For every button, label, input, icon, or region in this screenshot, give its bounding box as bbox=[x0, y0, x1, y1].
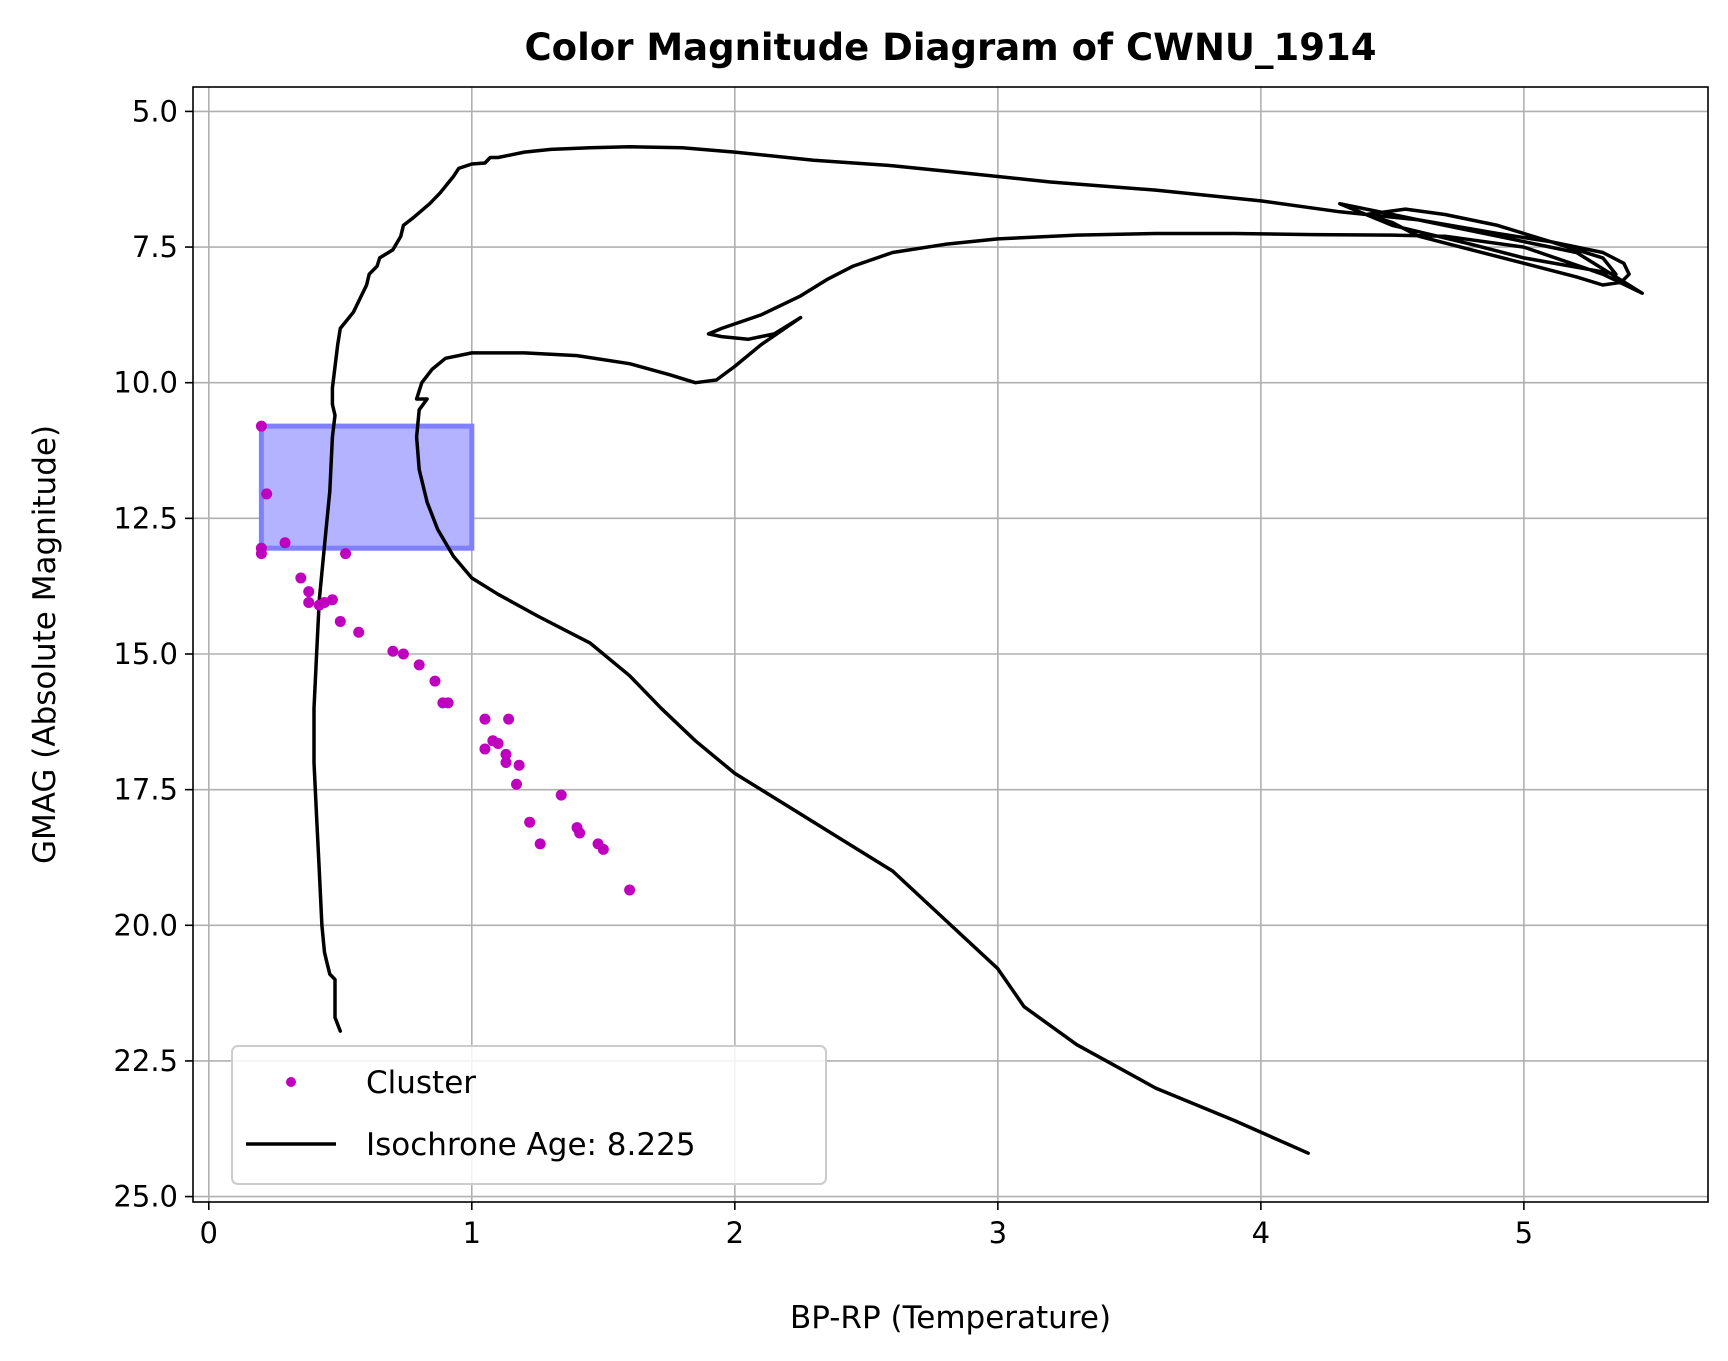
legend-isochrone-label: Isochrone Age: 8.225 bbox=[366, 1127, 696, 1163]
isochrone-line-layer bbox=[312, 144, 1644, 1155]
plot-frame bbox=[192, 86, 1709, 1203]
cluster-point bbox=[295, 572, 307, 584]
cluster-point bbox=[479, 743, 491, 755]
y-tick-label: 12.5 bbox=[113, 501, 178, 535]
cluster-point bbox=[534, 838, 546, 850]
cluster-point bbox=[511, 778, 523, 790]
highlight-region-layer bbox=[258, 423, 475, 551]
y-tick-label: 22.5 bbox=[113, 1044, 178, 1078]
cluster-point bbox=[255, 548, 267, 560]
cluster-point bbox=[624, 884, 636, 896]
cluster-point bbox=[513, 759, 525, 771]
cluster-point bbox=[442, 697, 454, 709]
y-tick-label: 20.0 bbox=[113, 908, 178, 942]
cluster-point bbox=[387, 645, 399, 657]
cluster-point bbox=[413, 659, 425, 671]
cluster-point bbox=[255, 420, 267, 432]
cluster-point bbox=[479, 713, 491, 725]
cluster-point bbox=[492, 738, 504, 750]
cluster-point bbox=[397, 648, 409, 660]
legend: Cluster Isochrone Age: 8.225 bbox=[231, 1045, 827, 1185]
cluster-points-layer bbox=[255, 420, 636, 896]
y-tick-label: 7.5 bbox=[132, 230, 178, 264]
x-axis-label: BP-RP (Temperature) bbox=[790, 1300, 1111, 1336]
cluster-point bbox=[503, 713, 515, 725]
cluster-point bbox=[500, 757, 512, 769]
cluster-point bbox=[261, 488, 273, 500]
y-axis-label: GMAG (Absolute Magnitude) bbox=[27, 425, 63, 864]
cluster-point bbox=[326, 594, 338, 606]
cluster-point bbox=[353, 626, 365, 638]
y-tick-label: 17.5 bbox=[113, 773, 178, 807]
isochrone-line bbox=[312, 144, 1644, 1155]
x-tick-label: 5 bbox=[1515, 1216, 1533, 1250]
x-tick-label: 4 bbox=[1252, 1216, 1270, 1250]
highlight-region bbox=[258, 423, 475, 551]
cluster-point bbox=[303, 586, 315, 598]
legend-cluster-marker bbox=[286, 1077, 296, 1087]
y-tick-label: 25.0 bbox=[113, 1180, 178, 1214]
x-tick-label: 2 bbox=[726, 1216, 744, 1250]
cluster-point bbox=[303, 596, 315, 608]
cluster-point bbox=[279, 537, 291, 549]
grid-lines bbox=[193, 87, 1708, 1202]
cluster-point bbox=[597, 843, 609, 855]
cluster-point bbox=[500, 748, 512, 760]
chart-title: Color Magnitude Diagram of CWNU_1914 bbox=[525, 26, 1377, 69]
cluster-point bbox=[334, 615, 346, 627]
cluster-point bbox=[555, 789, 567, 801]
legend-box bbox=[231, 1045, 827, 1185]
cluster-point bbox=[429, 675, 441, 687]
cluster-point bbox=[524, 816, 536, 828]
cluster-point bbox=[574, 827, 586, 839]
x-tick-label: 0 bbox=[200, 1216, 218, 1250]
x-tick-label: 1 bbox=[463, 1216, 481, 1250]
y-tick-label: 5.0 bbox=[132, 94, 178, 128]
x-tick-label: 3 bbox=[989, 1216, 1007, 1250]
y-tick-label: 15.0 bbox=[113, 637, 178, 671]
y-tick-label: 10.0 bbox=[113, 366, 178, 400]
legend-cluster-label: Cluster bbox=[366, 1065, 476, 1101]
axis-ticks: 0 1 2 3 4 5 5.0 7.5 10.0 12.5 15.0 17.5 20.0 22.5 25.0 bbox=[113, 94, 1533, 1250]
cluster-point bbox=[340, 548, 352, 560]
